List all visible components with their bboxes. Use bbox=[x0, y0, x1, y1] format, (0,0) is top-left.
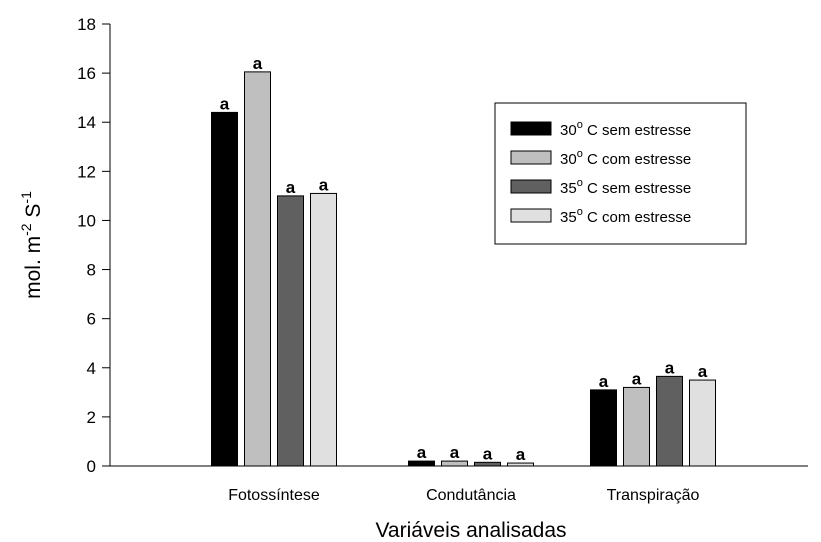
bar-significance-label: a bbox=[632, 369, 642, 388]
y-tick-label: 6 bbox=[87, 310, 96, 329]
bar-significance-label: a bbox=[599, 372, 609, 391]
bar-significance-label: a bbox=[286, 178, 296, 197]
bar-significance-label: a bbox=[698, 362, 708, 381]
y-tick-label: 4 bbox=[87, 359, 96, 378]
bar-significance-label: a bbox=[516, 445, 526, 464]
legend-rest: C com estresse bbox=[583, 209, 691, 226]
y-title-base: mol. m bbox=[22, 236, 45, 299]
bar bbox=[656, 375, 683, 467]
bar bbox=[590, 389, 617, 467]
legend-temp: 30 bbox=[560, 122, 577, 139]
legend-temp: 30 bbox=[560, 151, 577, 168]
bar bbox=[507, 462, 534, 467]
legend-temp: 35 bbox=[560, 180, 577, 197]
legend-entry: 30o C com estresse bbox=[560, 148, 691, 168]
bar bbox=[244, 71, 271, 467]
y-tick-label: 14 bbox=[77, 113, 96, 132]
category-labels: Fotossíntese Condutância Transpiração bbox=[228, 487, 699, 504]
category-label: Condutância bbox=[426, 487, 516, 504]
bar bbox=[277, 195, 304, 467]
bar-significance-label: a bbox=[220, 94, 230, 113]
category-label: Transpiração bbox=[607, 487, 700, 504]
y-tick-label: 10 bbox=[77, 211, 96, 230]
bar bbox=[408, 460, 435, 467]
bar-significance-label: a bbox=[483, 444, 493, 463]
category-label: Fotossíntese bbox=[228, 487, 320, 504]
y-axis-title: mol. m-2 S-1 bbox=[18, 191, 45, 299]
y-title-sup: -2 bbox=[18, 223, 34, 236]
y-axis: 0 2 4 6 8 10 12 14 16 18 bbox=[77, 15, 111, 476]
bar bbox=[623, 386, 650, 467]
legend-entry: 35o C sem estresse bbox=[560, 177, 691, 197]
bar-labels: a a a a a a a a a a a a bbox=[220, 54, 708, 464]
y-tick-label: 2 bbox=[87, 408, 96, 427]
y-title-sup: -1 bbox=[18, 191, 34, 204]
bar-significance-label: a bbox=[665, 358, 675, 377]
legend-rest: C com estresse bbox=[583, 151, 691, 168]
legend-swatch bbox=[510, 121, 552, 136]
legend-swatch bbox=[510, 150, 552, 165]
legend-rest: C sem estresse bbox=[583, 122, 691, 139]
y-tick-label: 8 bbox=[87, 261, 96, 280]
x-axis-title: Variáveis analisadas bbox=[375, 519, 566, 542]
bar bbox=[474, 461, 501, 467]
bar-significance-label: a bbox=[417, 443, 427, 462]
y-tick-label: 0 bbox=[87, 457, 96, 476]
bar bbox=[211, 111, 238, 467]
legend-temp: 35 bbox=[560, 209, 577, 226]
legend-swatch bbox=[510, 179, 552, 194]
legend-degree: o bbox=[577, 119, 583, 131]
bar bbox=[310, 192, 337, 467]
legend-entry: 30o C sem estresse bbox=[560, 119, 691, 139]
bar-significance-label: a bbox=[253, 54, 263, 73]
bar-significance-label: a bbox=[319, 175, 329, 194]
y-title-mid: S bbox=[22, 204, 45, 224]
legend-swatch bbox=[510, 208, 552, 223]
bar bbox=[689, 379, 716, 467]
legend-degree: o bbox=[577, 206, 583, 218]
bar bbox=[441, 460, 468, 467]
bar-significance-label: a bbox=[450, 443, 460, 462]
legend-degree: o bbox=[577, 177, 583, 189]
y-tick-label: 18 bbox=[77, 15, 96, 34]
bars bbox=[211, 71, 716, 467]
legend-entry: 35o C com estresse bbox=[560, 206, 691, 226]
y-tick-label: 16 bbox=[77, 64, 96, 83]
legend-rest: C sem estresse bbox=[583, 180, 691, 197]
y-tick-label: 12 bbox=[77, 162, 96, 181]
legend-degree: o bbox=[577, 148, 583, 160]
